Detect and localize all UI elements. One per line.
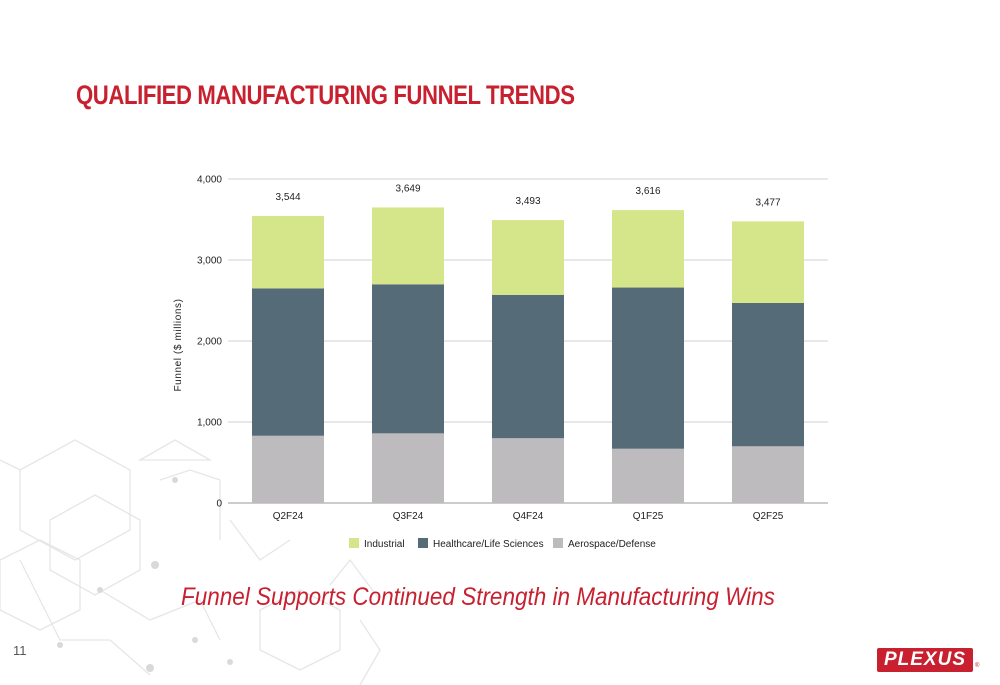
page-title: QUALIFIED MANUFACTURING FUNNEL TRENDS	[76, 80, 575, 110]
logo-text: PLEXUS	[883, 649, 967, 670]
bar-segment	[492, 438, 564, 503]
bar-segment	[372, 207, 444, 285]
bar-segment	[732, 446, 804, 503]
bar-segment	[732, 302, 804, 447]
total-data-label: 3,544	[275, 192, 300, 203]
bar-segment	[732, 221, 804, 303]
slide-subtitle: Funnel Supports Continued Strength in Ma…	[181, 583, 775, 611]
bars	[252, 207, 804, 503]
page-number: 11	[13, 643, 27, 658]
legend-swatch	[418, 538, 428, 548]
bar-segment	[612, 448, 684, 503]
y-tick-label: 1,000	[197, 418, 222, 429]
legend-label: Healthcare/Life Sciences	[433, 539, 544, 550]
bar-segment	[252, 215, 324, 289]
legend-label: Industrial	[364, 539, 405, 550]
y-tick-label: 0	[216, 499, 222, 510]
x-tick-label: Q2F24	[273, 511, 304, 522]
plexus-logo: PLEXUS	[877, 648, 973, 672]
bar-segment	[252, 435, 324, 503]
total-data-label: 3,493	[515, 196, 540, 207]
x-axis-ticks: Q2F24 Q3F24 Q4F24 Q1F25 Q2F25	[273, 511, 784, 522]
registered-mark: ®	[975, 663, 980, 669]
bar-segment	[372, 284, 444, 434]
y-axis-ticks: 0 1,000 2,000 3,000 4,000	[197, 175, 222, 510]
legend-swatch	[553, 538, 563, 548]
x-tick-label: Q1F25	[633, 511, 664, 522]
bar-segment	[612, 287, 684, 449]
y-tick-label: 3,000	[197, 256, 222, 267]
total-labels: 3,544 3,649 3,493 3,616 3,477	[275, 183, 780, 208]
x-tick-label: Q3F24	[393, 511, 424, 522]
legend: Industrial Healthcare/Life Sciences Aerosp…	[349, 538, 656, 550]
bar-segment	[612, 210, 684, 288]
x-tick-label: Q2F25	[753, 511, 784, 522]
total-data-label: 3,616	[635, 186, 660, 197]
total-data-label: 3,477	[755, 197, 780, 208]
y-tick-label: 2,000	[197, 337, 222, 348]
bar-segment	[492, 294, 564, 439]
x-tick-label: Q4F24	[513, 511, 544, 522]
y-tick-label: 4,000	[197, 175, 222, 186]
bar-segment	[252, 288, 324, 436]
bar-segment	[372, 433, 444, 503]
y-axis-label: Funnel ($ millions)	[173, 298, 184, 391]
bar-segment	[492, 220, 564, 295]
legend-swatch	[349, 538, 359, 548]
total-data-label: 3,649	[395, 183, 420, 194]
legend-label: Aerospace/Defense	[568, 539, 656, 550]
